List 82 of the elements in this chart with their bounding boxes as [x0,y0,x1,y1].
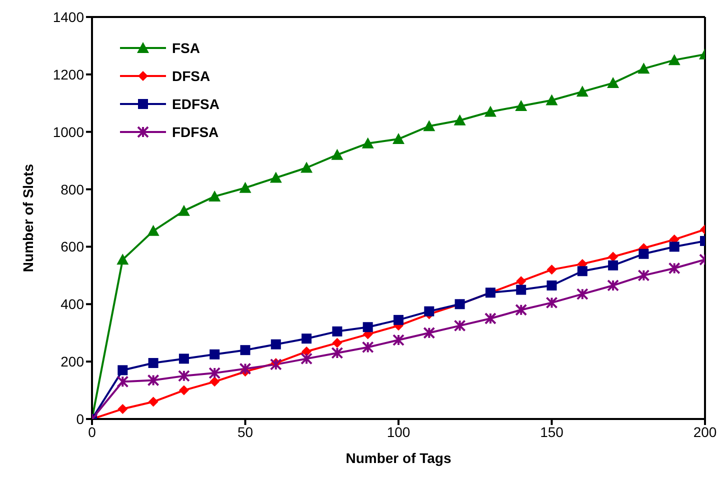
x-tick-label: 200 [693,424,717,440]
point [178,370,190,382]
point [331,148,344,160]
point [577,266,588,276]
legend-label: DFSA [172,68,210,84]
point [607,279,620,292]
y-axis-title: Number of Slots [20,164,36,272]
point [302,346,312,357]
x-tick-label: 100 [386,424,410,440]
y-tick-label: 1400 [52,8,84,25]
point [116,254,129,265]
point [424,306,434,316]
point [239,362,252,375]
y-tick-label: 800 [60,181,84,198]
point [210,349,220,360]
point [147,224,160,236]
legend-label: FSA [172,40,200,56]
point [516,276,526,286]
point [332,338,342,348]
point [394,314,404,325]
point [423,326,436,339]
point [270,172,282,183]
point [148,358,158,368]
point [608,260,618,270]
point [638,248,649,259]
point [638,62,650,74]
point [454,320,466,332]
point [576,288,588,300]
point [608,252,618,262]
y-tick-label: 200 [60,354,84,370]
point [210,376,220,387]
legend-label: EDFSA [172,96,220,112]
point [392,133,404,144]
point [300,352,313,365]
x-tick-label: 0 [88,424,96,440]
point [178,354,189,364]
point [392,334,404,346]
point [638,269,650,282]
point [302,334,312,344]
y-tick-label: 0 [76,410,84,427]
point [362,137,374,148]
x-axis-title: Number of Tags [346,450,452,466]
point [208,190,221,202]
point [515,100,528,112]
point [515,304,528,316]
point [208,367,221,380]
point [178,204,190,216]
x-tick-label: 50 [237,424,254,440]
point [423,120,436,132]
y-tick-label: 1000 [52,124,84,140]
point [484,312,496,324]
point [546,264,557,275]
point [239,182,252,193]
point [118,404,128,414]
point [454,114,466,126]
point [546,94,558,106]
point [148,396,158,407]
point [331,346,344,359]
point [300,162,313,173]
point [116,376,129,388]
y-tick-label: 400 [60,296,84,312]
point [546,296,558,309]
point [516,284,526,295]
point [332,326,342,336]
point [576,86,588,97]
point [607,77,620,88]
x-tick-label: 150 [540,424,564,440]
point [362,322,373,332]
y-tick-label: 600 [60,238,84,255]
point [669,242,680,252]
point [668,54,680,66]
point [546,280,557,290]
point [240,345,250,356]
point [362,341,374,354]
point [668,262,680,274]
point [270,339,281,350]
point [147,374,160,386]
y-tick-label: 1200 [52,66,84,82]
point [178,385,189,396]
point [484,106,496,117]
point [118,365,128,376]
legend-label: FDFSA [172,124,219,140]
